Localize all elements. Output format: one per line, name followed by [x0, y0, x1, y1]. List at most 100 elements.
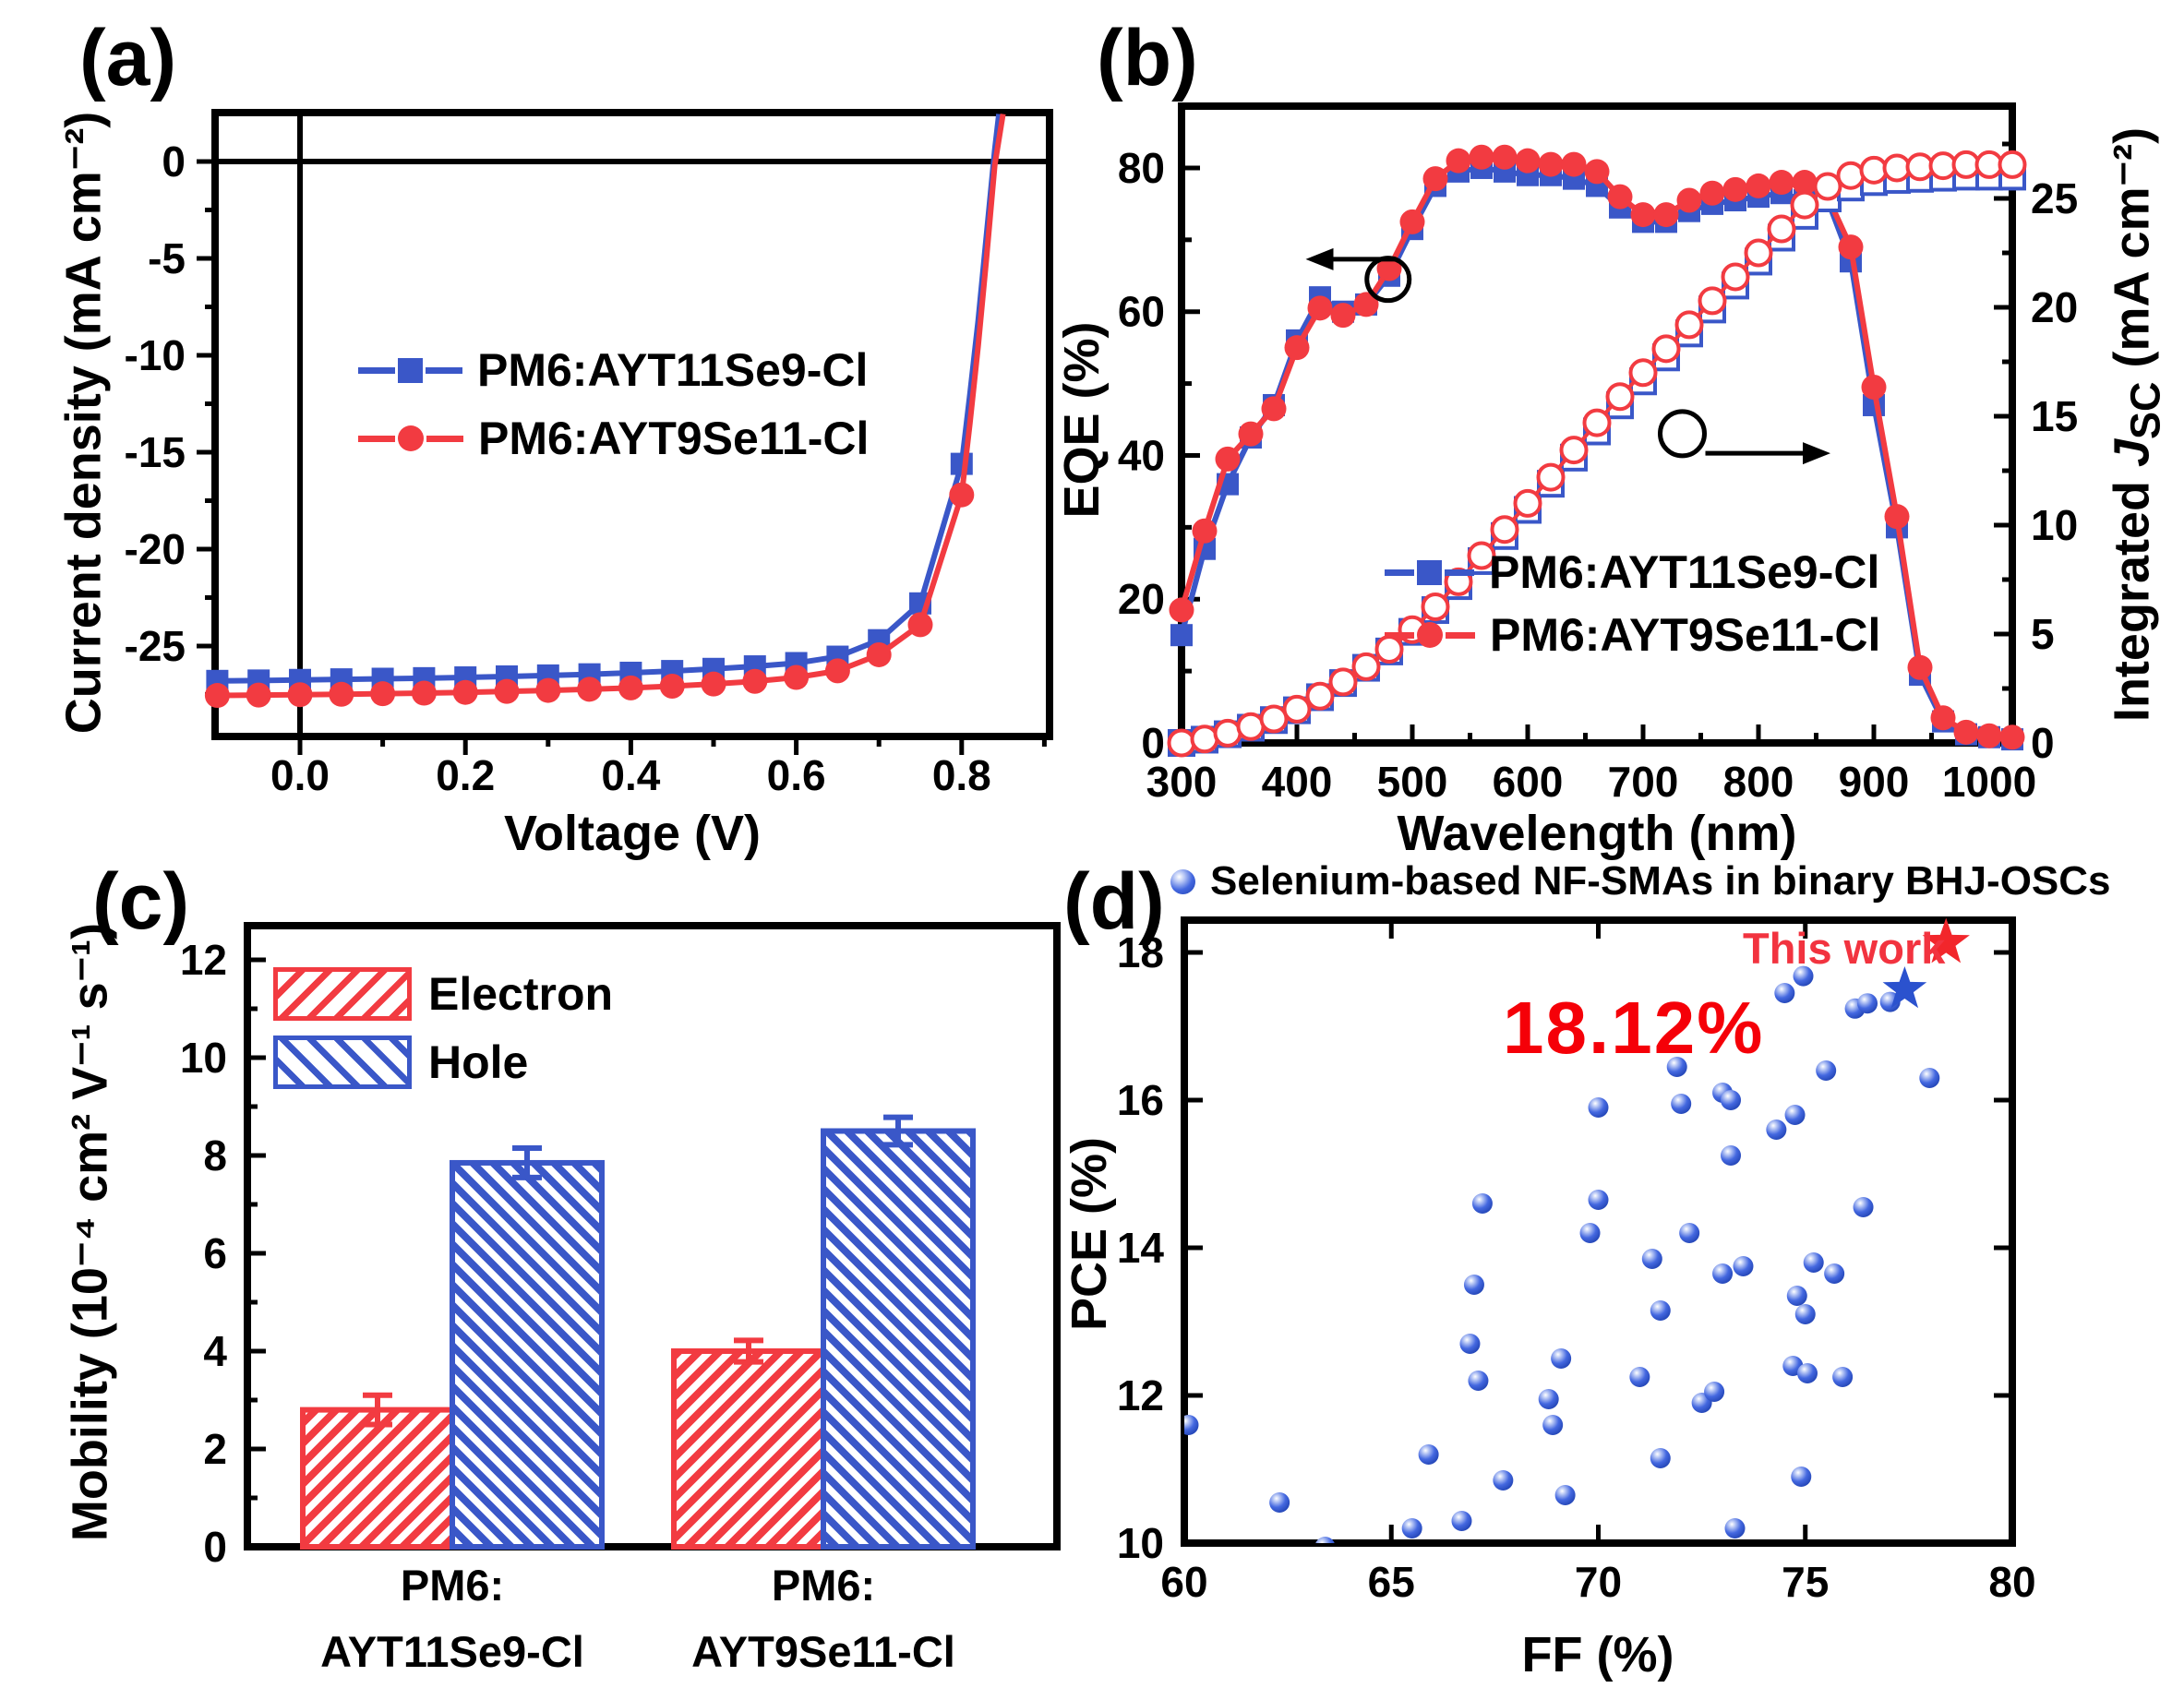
data-point-sphere — [1857, 993, 1878, 1014]
tick-label: 0 — [203, 1523, 227, 1571]
open-circle-marker — [1882, 153, 1912, 183]
circle-marker — [1307, 295, 1333, 321]
data-point-sphere — [1832, 1367, 1854, 1387]
tick-label: 900 — [1839, 758, 1910, 806]
tick-label: 10 — [180, 1034, 227, 1082]
jsc-title-j: J — [2104, 438, 2160, 468]
open-circle-marker — [1259, 704, 1289, 734]
panel-d-header-legend: Selenium-based NF-SMAs in binary BHJ-OSC… — [1170, 858, 2111, 904]
data-point-sphere — [1784, 1105, 1806, 1125]
open-circle-marker — [1767, 214, 1796, 244]
open-circle-marker — [1905, 152, 1935, 182]
data-point-sphere — [1463, 1275, 1484, 1295]
tick-label: 12 — [180, 936, 227, 984]
tick-label: 0 — [162, 138, 186, 186]
hole-bar — [821, 1128, 976, 1550]
jsc-title-suffix: (mA cm⁻²) — [2104, 126, 2160, 382]
panel-b-legend: PM6:AYT11Se9-Cl PM6:AYT9Se11-Cl — [1385, 541, 1880, 666]
circle-marker — [1861, 374, 1887, 400]
data-point-sphere — [1793, 965, 1814, 987]
axes-box — [1178, 102, 2016, 747]
panel-a-label: (a) — [79, 14, 177, 102]
legend-item-ayt11se9: PM6:AYT11Se9-Cl — [1385, 541, 1880, 604]
data-point-sphere — [1824, 1263, 1845, 1284]
data-point-sphere — [1774, 983, 1795, 1003]
legend-label: Hole — [428, 1036, 529, 1088]
tick-label: 500 — [1377, 758, 1448, 806]
scatter-points — [1184, 965, 1940, 1543]
tick-label: 10 — [1117, 1519, 1164, 1567]
data-point-sphere — [1724, 1518, 1746, 1538]
data-point-sphere — [1721, 1145, 1742, 1166]
circle-marker — [1699, 180, 1725, 206]
panel-a-legend: PM6:AYT11Se9-Cl PM6:AYT9Se11-Cl — [358, 336, 869, 473]
data-point-sphere — [1588, 1097, 1609, 1118]
legend-label: Electron — [428, 968, 614, 1020]
data-point-sphere — [1418, 1444, 1439, 1465]
tick-label: 1000 — [1942, 758, 2036, 806]
open-circle-marker — [1467, 541, 1496, 570]
circle-marker — [1492, 144, 1518, 170]
data-point-sphere — [1733, 1256, 1754, 1276]
tick-label: 5 — [2031, 610, 2055, 658]
jsc-title-prefix: Integrated — [2104, 467, 2160, 723]
circle-marker — [1722, 176, 1748, 202]
data-point-sphere — [1629, 1367, 1650, 1387]
legend-label: PM6:AYT9Se11-Cl — [478, 413, 870, 464]
tick-label: 12 — [1117, 1371, 1164, 1419]
data-point-sphere — [1401, 1518, 1422, 1538]
open-circle-marker — [1813, 172, 1842, 201]
circle-marker — [1215, 446, 1241, 472]
data-point-sphere — [1853, 1197, 1874, 1217]
open-circle-marker — [1513, 488, 1542, 518]
open-circle-marker — [1282, 694, 1312, 724]
circle-marker — [1907, 654, 1933, 680]
data-point-sphere — [1554, 1485, 1576, 1505]
circle-marker — [1284, 335, 1310, 361]
axes-box — [244, 922, 1061, 1550]
tick-label: 75 — [1782, 1558, 1829, 1606]
panel-d-x-axis-title: FF (%) — [1521, 1627, 1674, 1682]
tick-label: 700 — [1608, 758, 1679, 806]
tick-label: 600 — [1493, 758, 1564, 806]
circle-marker — [1192, 518, 1218, 544]
circle-marker — [1469, 144, 1494, 170]
legend-label: PM6:AYT9Se11-Cl — [1490, 609, 1881, 661]
this-work-blue-star — [1882, 966, 1927, 1009]
pce-value-annotation: 18.12% — [1503, 987, 1765, 1069]
circle-marker — [1792, 170, 1818, 196]
circle-marker — [452, 679, 478, 705]
red-circle-line-marker-icon — [1385, 622, 1475, 648]
panel-d-header-text: Selenium-based NF-SMAs in binary BHJ-OSC… — [1210, 858, 2111, 904]
tick-label: 0 — [1141, 719, 1165, 767]
tick-label: 0.0 — [270, 751, 330, 799]
tick-label: 60 — [1160, 1558, 1207, 1606]
category-label-ayt11se9: PM6: AYT11Se9-Cl — [268, 1552, 637, 1685]
open-circle-marker — [1421, 593, 1450, 621]
data-point-sphere — [1919, 1068, 1940, 1088]
open-circle-marker — [1928, 151, 1958, 181]
data-point-sphere — [1184, 1415, 1199, 1435]
panel-b-plot: 300 400 500 600 700 800 900 1000020406080051015… — [1118, 102, 2078, 806]
red-hatch-swatch-icon — [273, 967, 412, 1021]
data-point-sphere — [1551, 1348, 1572, 1369]
data-point-sphere — [1704, 1382, 1725, 1402]
panel-c-plot: 0 2 4 6 8 10 12 — [180, 922, 1061, 1571]
circle-marker — [1561, 151, 1587, 177]
category-label-ayt9se11: PM6: AYT9Se11-Cl — [639, 1552, 1008, 1685]
circle-marker — [1399, 209, 1425, 234]
right-arrowhead-icon — [1803, 442, 1830, 465]
circle-marker — [949, 482, 975, 508]
data-point-sphere — [1786, 1286, 1807, 1306]
circle-marker — [618, 675, 643, 700]
circle-marker — [246, 682, 271, 708]
legend-item-ayt11se9: PM6:AYT11Se9-Cl — [358, 336, 869, 404]
tick-label: 20 — [1118, 575, 1165, 623]
data-point-sphere — [1315, 1537, 1335, 1543]
open-circle-marker — [1998, 150, 2027, 179]
data-point-sphere — [1794, 1304, 1816, 1324]
circle-marker — [1930, 705, 1956, 731]
panel-a-x-axis-title: Voltage (V) — [503, 806, 762, 861]
